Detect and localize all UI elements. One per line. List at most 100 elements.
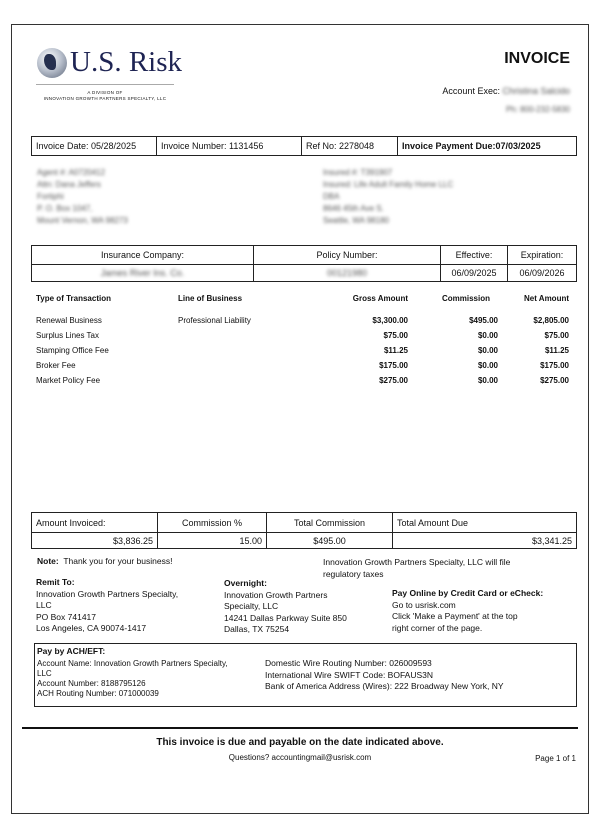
- due-notice: This invoice is due and payable on the d…: [156, 737, 444, 748]
- ach-box: Pay by ACH/EFT: Account Name: Innovation…: [34, 643, 577, 707]
- overnight-line: Specialty, LLC: [224, 601, 279, 611]
- policy-header: Effective:: [440, 245, 508, 265]
- transaction-cell: $495.00: [469, 316, 498, 325]
- insured-line: Insured: Life Adult Family Home LLC: [323, 180, 454, 189]
- logo-division: A DIVISION OF INNOVATION GROWTH PARTNERS…: [36, 90, 174, 102]
- effective-date: 06/09/2025: [440, 264, 508, 282]
- note: Note: Thank you for your business!: [37, 556, 172, 566]
- transaction-header: Net Amount: [523, 294, 569, 303]
- transaction-cell: $0.00: [477, 331, 498, 340]
- overnight: Overnight: Innovation Growth Partners Sp…: [224, 578, 347, 636]
- globe-logo-icon: [37, 48, 67, 78]
- ach-line: Account Name: Innovation Growth Partners…: [37, 659, 228, 668]
- remit-line: PO Box 741417: [36, 611, 97, 622]
- policy-header: Insurance Company:: [31, 245, 254, 265]
- total-amount-due: $3,341.25: [392, 532, 577, 549]
- agent-line: Agent #: A0720412: [37, 168, 106, 177]
- transaction-cell: Renewal Business: [36, 316, 102, 325]
- transaction-cell: $175.00: [379, 361, 408, 370]
- pay-online-line: Go to usrisk.com: [392, 599, 456, 610]
- transaction-cell: Stamping Office Fee: [36, 346, 109, 355]
- ref-no: Ref No: 2278048: [301, 136, 398, 156]
- transaction-cell: Market Policy Fee: [36, 376, 101, 385]
- tax-note-line: Innovation Growth Partners Specialty, LL…: [323, 557, 511, 567]
- transaction-cell: $2,805.00: [533, 316, 569, 325]
- payment-due: Invoice Payment Due:07/03/2025: [397, 136, 577, 156]
- wire-line: Domestic Wire Routing Number: 026009593: [265, 658, 432, 668]
- transaction-cell: $0.00: [477, 376, 498, 385]
- transaction-cell: Surplus Lines Tax: [36, 331, 99, 340]
- overnight-label: Overnight:: [224, 578, 267, 588]
- account-exec-label: Account Exec:: [442, 86, 500, 96]
- account-exec-name: Christina Salcido: [502, 86, 570, 96]
- overnight-line: 14241 Dallas Parkway Suite 850: [224, 612, 347, 623]
- insured-line: 8646 45th Ave S.: [323, 204, 384, 213]
- transaction-cell: $0.00: [477, 361, 498, 370]
- totals-header: Commission %: [157, 512, 267, 533]
- ach-line: LLC: [37, 669, 52, 678]
- remit-line: Los Angeles, CA 90074-1417: [36, 623, 147, 633]
- division-line1: A DIVISION OF: [87, 90, 123, 95]
- transaction-cell: $0.00: [477, 346, 498, 355]
- ach-right: Domestic Wire Routing Number: 026009593 …: [265, 658, 504, 693]
- ach-line: Account Number: 8188795126: [37, 679, 146, 688]
- overnight-line: Innovation Growth Partners: [224, 589, 328, 600]
- insured-line: Seattle, WA 98180: [323, 216, 389, 225]
- transaction-cell: $75.00: [383, 331, 408, 340]
- remit-to: Remit To: Innovation Growth Partners Spe…: [36, 577, 178, 635]
- policy-header: Expiration:: [507, 245, 577, 265]
- transaction-header: Type of Transaction: [36, 294, 111, 303]
- policy-table: Insurance Company: Policy Number: Effect…: [31, 245, 577, 282]
- transaction-cell: $75.00: [544, 331, 569, 340]
- totals-header: Total Commission: [266, 512, 393, 533]
- insured-line: DBA: [323, 192, 340, 201]
- transaction-cell: $275.00: [379, 376, 408, 385]
- note-label: Note:: [37, 556, 59, 566]
- ach-label: Pay by ACH/EFT:: [37, 646, 106, 656]
- ach-line: ACH Routing Number: 071000039: [37, 689, 159, 698]
- totals-table: Amount Invoiced: Commission % Total Comm…: [31, 512, 577, 549]
- transaction-cell: $11.25: [544, 346, 569, 355]
- agent-line: Mount Vernon, WA 98273: [37, 216, 128, 225]
- agent-line: P. O. Box 1047,: [37, 204, 93, 213]
- insured-block: Insured #: T391907 Insured: Life Adult F…: [323, 167, 453, 227]
- division-line2: INNOVATION GROWTH PARTNERS SPECIALTY, LL…: [43, 96, 167, 101]
- footer-divider: [22, 727, 578, 729]
- agent-block: Agent #: A0720412 Attn: Dana Jeffers For…: [37, 167, 128, 227]
- transaction-cell: $3,300.00: [372, 316, 408, 325]
- pay-online-line: right corner of the page.: [392, 622, 483, 633]
- tax-note: Innovation Growth Partners Specialty, LL…: [323, 556, 510, 580]
- transaction-cell: Broker Fee: [36, 361, 76, 370]
- wire-line: Bank of America Address (Wires): 222 Bro…: [265, 681, 504, 691]
- page-number: Page 1 of 1: [535, 754, 576, 763]
- insurance-company: James River Ins. Co.: [31, 264, 254, 282]
- policy-header: Policy Number:: [253, 245, 441, 265]
- insured-line: Insured #: T391907: [323, 168, 393, 177]
- transaction-header: Commission: [441, 294, 490, 303]
- overnight-line: Dallas, TX 75254: [224, 624, 290, 634]
- transaction-cell: $175.00: [540, 361, 569, 370]
- totals-header: Amount Invoiced:: [31, 512, 158, 533]
- logo: U.S. Risk: [70, 46, 183, 78]
- pay-online-label: Pay Online by Credit Card or eCheck:: [392, 588, 544, 598]
- pay-online: Pay Online by Credit Card or eCheck: Go …: [392, 588, 543, 634]
- remit-line: Innovation Growth Partners Specialty,: [36, 588, 179, 599]
- policy-number: 00121980: [253, 264, 441, 282]
- amount-invoiced: $3,836.25: [31, 532, 158, 549]
- wire-line: International Wire SWIFT Code: BOFAUS3N: [265, 669, 434, 680]
- remit-label: Remit To:: [36, 577, 75, 587]
- totals-header: Total Amount Due: [392, 512, 577, 533]
- ach-left: Account Name: Innovation Growth Partners…: [37, 659, 228, 699]
- invoice-title: INVOICE: [504, 50, 570, 67]
- invoice-number: Invoice Number: 1131456: [156, 136, 302, 156]
- agent-line: Attn: Dana Jeffers: [37, 180, 101, 189]
- account-exec: Account Exec: Christina Salcido: [442, 86, 570, 96]
- transaction-cell: $275.00: [540, 376, 569, 385]
- transaction-header: Line of Business: [178, 294, 243, 303]
- transaction-cell: $11.25: [383, 346, 408, 355]
- invoice-date: Invoice Date: 05/28/2025: [31, 136, 157, 156]
- total-commission: $495.00: [266, 532, 393, 549]
- pay-online-line: Click 'Make a Payment' at the top: [392, 611, 518, 621]
- note-text: Thank you for your business!: [63, 556, 173, 566]
- tax-note-line: regulatory taxes: [323, 569, 384, 579]
